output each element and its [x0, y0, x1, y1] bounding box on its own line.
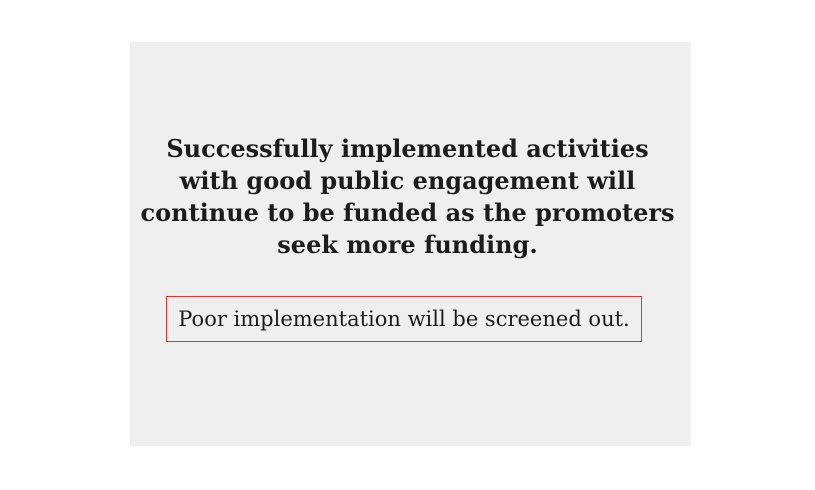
headline-line-3: continue to be funded as the promoters: [140, 198, 675, 227]
callout-text: Poor implementation will be screened out…: [178, 307, 630, 331]
headline-line-2: with good public engagement will: [179, 166, 636, 195]
headline-line-1: Successfully implemented activities: [166, 134, 649, 163]
callout-box: Poor implementation will be screened out…: [166, 296, 642, 342]
headline-line-4: seek more funding.: [277, 230, 538, 259]
slide-card: [130, 42, 691, 446]
headline: Successfully implemented activities with…: [0, 133, 815, 261]
